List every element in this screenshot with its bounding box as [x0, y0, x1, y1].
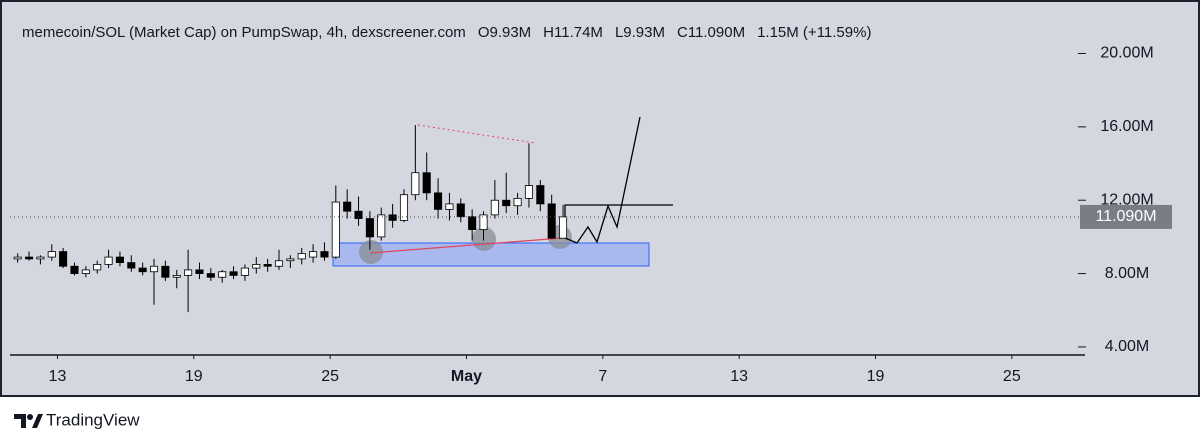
candle-body	[297, 253, 306, 260]
touch-point	[359, 240, 383, 264]
candle-body	[422, 172, 431, 194]
candle-body	[468, 216, 477, 230]
projection-path	[564, 116, 641, 244]
candle-body	[36, 256, 45, 260]
candle-body	[149, 265, 159, 273]
x-tick-label: 19	[867, 368, 885, 385]
candle-body	[252, 264, 261, 269]
candle-body	[25, 256, 34, 260]
candle-body	[59, 251, 68, 267]
y-tick-label: 20.00M	[1100, 45, 1153, 62]
ohlc-value: O9.93M	[477, 24, 532, 41]
candle-body	[93, 264, 102, 271]
candle-body	[377, 214, 386, 238]
header: memecoin/SOL (Market Cap) on PumpSwap, 4…	[22, 24, 871, 41]
candle-body	[81, 269, 90, 274]
ohlc-value: L9.93M	[614, 24, 665, 41]
ohlc-value: 1.15M (+11.59%)	[757, 24, 872, 41]
candle-body	[127, 262, 136, 269]
candle-body	[388, 214, 397, 221]
x-tick-label: 25	[321, 368, 339, 385]
candle-body	[184, 269, 193, 276]
candle-body	[240, 267, 249, 276]
y-tick-label: 8.00M	[1105, 265, 1149, 282]
logo	[14, 414, 43, 428]
candle-body	[445, 203, 454, 210]
candle-body	[547, 203, 556, 239]
y-tick-label: 16.00M	[1100, 118, 1153, 135]
candle-body	[195, 269, 204, 274]
candle-body	[490, 199, 499, 216]
candle-body	[70, 265, 79, 274]
last-price-label: 11.090M	[1095, 208, 1156, 225]
candle-body	[229, 271, 238, 276]
candle-body	[434, 192, 443, 210]
candle-body	[365, 218, 374, 238]
candle-body	[161, 265, 170, 278]
candle-body	[206, 273, 215, 278]
candle-body	[218, 271, 227, 278]
trend-line	[369, 237, 563, 254]
candle-body	[104, 256, 113, 265]
y-tick-label: 12.00M	[1100, 191, 1153, 208]
candle-body	[513, 197, 522, 207]
candle-body	[13, 256, 22, 260]
brand: TradingView	[46, 410, 140, 429]
x-tick-label: May	[451, 368, 482, 385]
chart-panel	[0, 0, 1200, 397]
candle-body	[274, 260, 284, 267]
candle-body	[115, 256, 124, 263]
candle-body	[331, 201, 340, 258]
candle-body	[411, 172, 420, 196]
candle-body	[559, 216, 568, 239]
candle-body	[479, 214, 488, 230]
candle-body	[536, 185, 545, 205]
candle-body	[263, 264, 272, 267]
candle-body	[354, 210, 363, 219]
candles	[13, 125, 568, 313]
candle-body	[524, 185, 533, 199]
ohlc-value: H11.74M	[543, 24, 603, 41]
candle-body	[456, 203, 465, 218]
candle-body	[343, 201, 352, 212]
candle-body	[399, 194, 409, 221]
last-price-box	[1080, 204, 1172, 229]
x-tick-label: 13	[730, 368, 748, 385]
candle-body	[309, 251, 318, 258]
x-tick-label: 7	[598, 368, 607, 385]
candle-body	[286, 258, 295, 262]
candle-body	[138, 267, 147, 273]
candle-body	[502, 199, 511, 207]
candle-body	[47, 251, 56, 258]
symbol-title: memecoin/SOL (Market Cap) on PumpSwap, 4…	[22, 24, 466, 41]
x-tick-label: 25	[1003, 368, 1021, 385]
x-tick-label: 19	[185, 368, 203, 385]
candle-body	[320, 251, 329, 258]
y-tick-label: 4.00M	[1105, 338, 1149, 355]
candle-body	[172, 275, 181, 278]
x-tick-label: 13	[49, 368, 67, 385]
ohlc-value: C11.090M	[676, 24, 746, 41]
